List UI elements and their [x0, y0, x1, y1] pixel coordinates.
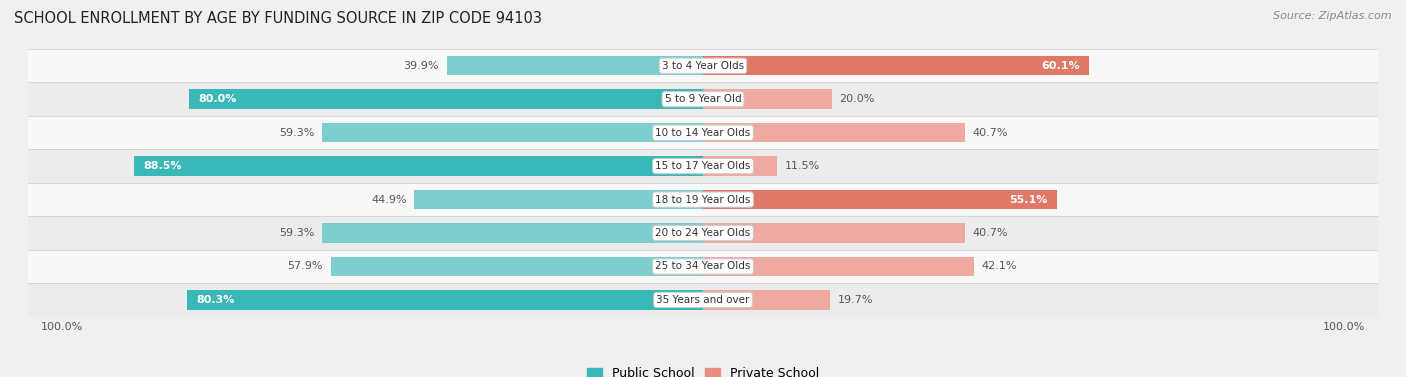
- Bar: [703, 290, 830, 310]
- Text: 15 to 17 Year Olds: 15 to 17 Year Olds: [655, 161, 751, 171]
- Bar: [330, 257, 703, 276]
- Text: 5 to 9 Year Old: 5 to 9 Year Old: [665, 94, 741, 104]
- Bar: [28, 183, 1378, 216]
- Bar: [322, 223, 703, 243]
- Text: 40.7%: 40.7%: [973, 128, 1008, 138]
- Text: 80.0%: 80.0%: [198, 94, 236, 104]
- Bar: [703, 89, 831, 109]
- Bar: [415, 190, 703, 209]
- Text: 80.3%: 80.3%: [197, 295, 235, 305]
- Bar: [703, 190, 1057, 209]
- Text: 57.9%: 57.9%: [288, 262, 323, 271]
- Text: 3 to 4 Year Olds: 3 to 4 Year Olds: [662, 61, 744, 71]
- Text: 60.1%: 60.1%: [1040, 61, 1080, 71]
- Bar: [703, 156, 778, 176]
- Text: 25 to 34 Year Olds: 25 to 34 Year Olds: [655, 262, 751, 271]
- Bar: [703, 123, 965, 143]
- Legend: Public School, Private School: Public School, Private School: [582, 362, 824, 377]
- Bar: [28, 49, 1378, 83]
- Bar: [134, 156, 703, 176]
- Bar: [188, 89, 703, 109]
- Text: 100.0%: 100.0%: [1323, 322, 1365, 332]
- Text: 40.7%: 40.7%: [973, 228, 1008, 238]
- Bar: [703, 257, 973, 276]
- Bar: [703, 56, 1090, 75]
- Text: 55.1%: 55.1%: [1010, 195, 1047, 205]
- Text: 10 to 14 Year Olds: 10 to 14 Year Olds: [655, 128, 751, 138]
- Text: 11.5%: 11.5%: [785, 161, 820, 171]
- Text: 39.9%: 39.9%: [404, 61, 439, 71]
- Text: 59.3%: 59.3%: [278, 228, 314, 238]
- Bar: [28, 283, 1378, 317]
- Text: 20 to 24 Year Olds: 20 to 24 Year Olds: [655, 228, 751, 238]
- Bar: [28, 116, 1378, 149]
- Bar: [28, 216, 1378, 250]
- Bar: [28, 149, 1378, 183]
- Text: 59.3%: 59.3%: [278, 128, 314, 138]
- Text: 100.0%: 100.0%: [41, 322, 83, 332]
- Bar: [703, 223, 965, 243]
- Text: 88.5%: 88.5%: [143, 161, 183, 171]
- Text: 18 to 19 Year Olds: 18 to 19 Year Olds: [655, 195, 751, 205]
- Bar: [28, 250, 1378, 283]
- Text: 35 Years and over: 35 Years and over: [657, 295, 749, 305]
- Text: 44.9%: 44.9%: [371, 195, 406, 205]
- Bar: [187, 290, 703, 310]
- Bar: [447, 56, 703, 75]
- Text: 19.7%: 19.7%: [838, 295, 873, 305]
- Bar: [28, 83, 1378, 116]
- Text: Source: ZipAtlas.com: Source: ZipAtlas.com: [1274, 11, 1392, 21]
- Bar: [322, 123, 703, 143]
- Text: 42.1%: 42.1%: [981, 262, 1017, 271]
- Text: 20.0%: 20.0%: [839, 94, 875, 104]
- Text: SCHOOL ENROLLMENT BY AGE BY FUNDING SOURCE IN ZIP CODE 94103: SCHOOL ENROLLMENT BY AGE BY FUNDING SOUR…: [14, 11, 543, 26]
